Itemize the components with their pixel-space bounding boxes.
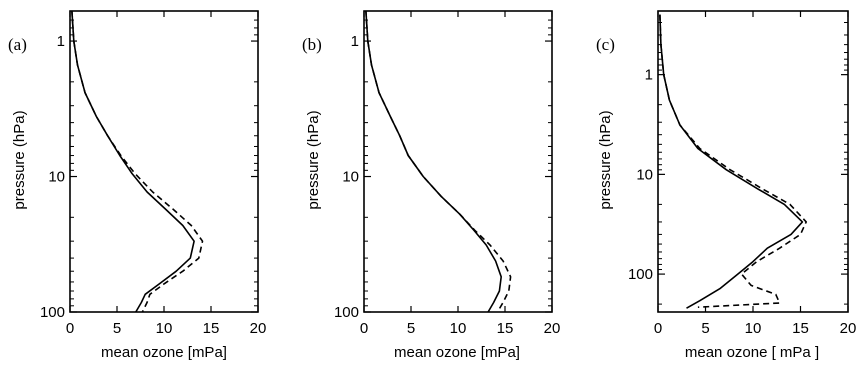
panel-a: (a) pressure (hPa) mean ozone [mPa] 0 5 10… <box>8 10 267 361</box>
series-line-dashed <box>659 14 807 308</box>
y-tick-label: 1 <box>645 67 653 84</box>
x-tick-label: 20 <box>840 320 857 337</box>
y-tick-label: 100 <box>40 304 65 321</box>
series-line-dashed <box>71 10 204 313</box>
series-line-solid <box>71 10 195 313</box>
y-tick-label: 1 <box>57 33 65 50</box>
series-line-dashed <box>365 10 512 313</box>
x-tick-label: 5 <box>407 320 415 337</box>
x-tick-label: 15 <box>203 320 220 337</box>
y-axis-title-b: pressure (hPa) <box>305 110 322 209</box>
x-tick-label: 20 <box>544 320 561 337</box>
x-axis-title-b: mean ozone [mPa] <box>394 344 520 361</box>
plot-area-c: 0 5 10 15 20 1 10 100 <box>628 10 857 337</box>
series-line-solid <box>365 10 502 313</box>
x-tick-label: 10 <box>156 320 173 337</box>
plot-frame <box>363 10 553 313</box>
y-tick-label: 100 <box>334 304 359 321</box>
y-axis-title-a: pressure (hPa) <box>11 110 28 209</box>
plot-area-a: 0 5 10 15 20 1 10 100 <box>40 10 267 337</box>
panel-label-c: (c) <box>596 35 615 54</box>
panel-c: (c) pressure (hPa) mean ozone [ mPa ] 0 5… <box>596 10 857 361</box>
series-line-solid <box>659 14 804 309</box>
x-axis-title-a: mean ozone [mPa] <box>101 344 227 361</box>
x-tick-label: 10 <box>450 320 467 337</box>
plot-area-b: 0 5 10 15 20 1 10 100 <box>334 10 561 337</box>
x-tick-label: 0 <box>360 320 368 337</box>
panel-label-a: (a) <box>8 35 27 54</box>
x-tick-label: 5 <box>701 320 709 337</box>
y-tick-label: 100 <box>628 266 653 283</box>
x-tick-label: 0 <box>66 320 74 337</box>
plot-frame <box>69 10 259 313</box>
x-tick-label: 10 <box>745 320 762 337</box>
x-tick-label: 15 <box>792 320 809 337</box>
y-axis-title-c: pressure (hPa) <box>597 110 614 209</box>
y-tick-label: 10 <box>342 169 359 186</box>
x-axis-title-c: mean ozone [ mPa ] <box>685 344 819 361</box>
x-tick-label: 5 <box>113 320 121 337</box>
plot-frame <box>657 10 849 313</box>
y-tick-label: 10 <box>48 169 65 186</box>
x-tick-label: 0 <box>654 320 662 337</box>
panel-b: (b) pressure (hPa) mean ozone [mPa] 0 5 10… <box>302 10 561 361</box>
y-tick-label: 10 <box>636 166 653 183</box>
panel-label-b: (b) <box>302 35 322 54</box>
x-tick-label: 15 <box>497 320 514 337</box>
x-tick-label: 20 <box>250 320 267 337</box>
y-tick-label: 1 <box>351 33 359 50</box>
